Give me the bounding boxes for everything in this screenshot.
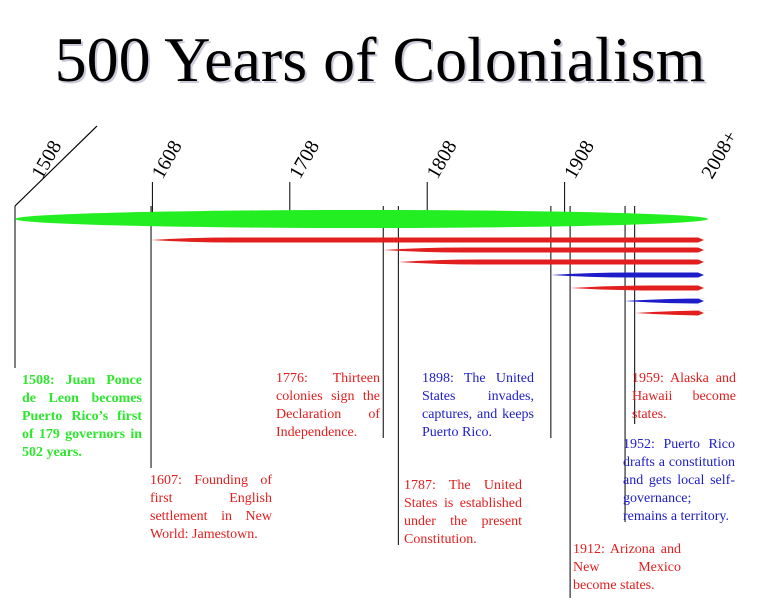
event-note-1508: 1508: Juan Ponce de Leon becomes Puerto … [22,373,142,460]
duration-bars [15,210,715,316]
event-note-1607: 1607: Founding of first English settleme… [150,473,272,542]
event-bar-1952 [625,298,706,304]
event-note-1912: 1912: Arizona and New Mexico become stat… [573,542,681,593]
main-timeline-bar [15,210,708,228]
event-bar-1607 [151,237,704,243]
event-bar-1959 [634,310,715,316]
axis-tick-label: 1808 [422,137,461,183]
page-title: 500 Years of Colonialism [54,24,706,95]
axis-tick-label: 1608 [148,137,187,183]
axis-tick-label: 1908 [560,137,599,183]
event-bar-1776 [383,247,704,253]
leader-lines [14,206,636,598]
axis-tick-label: 2008+ [697,127,742,182]
axis-tick-label: 1508 [27,137,66,183]
axis-ticks: 1508 1608 1708 1808 1908 2008+ [14,125,742,220]
axis-tick-label: 1708 [285,137,324,183]
event-note-1787: 1787: The United States is established u… [404,478,522,547]
event-bar-1787 [398,259,704,265]
event-note-1898: 1898: The United States invades, capture… [422,371,534,440]
event-bar-1912 [570,285,704,291]
event-bar-1898 [550,272,704,278]
event-note-1959: 1959: Alaska and Hawaii become states. [632,371,736,422]
axis-header-line [14,125,98,207]
event-note-1952: 1952: Puerto Rico drafts a constitution … [623,437,735,524]
event-note-1776: 1776: Thirteen colonies sign the Declara… [276,371,380,440]
